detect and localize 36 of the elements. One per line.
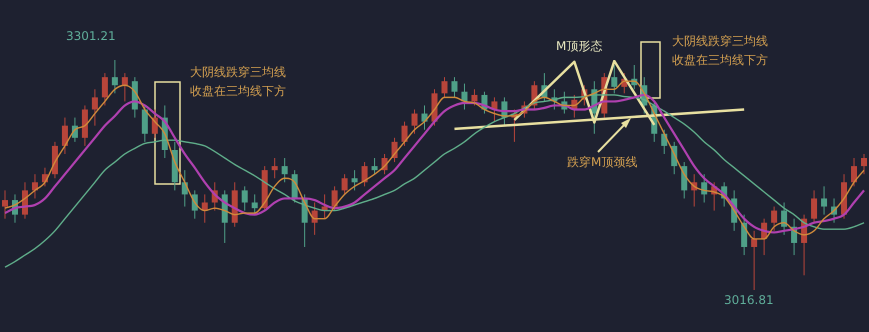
text: M顶形态	[556, 39, 602, 54]
candlestick	[102, 72, 108, 106]
candlestick	[282, 158, 288, 183]
annotation: 跌穿M顶颈线	[567, 155, 638, 170]
candlestick	[451, 76, 458, 98]
annotation: 大阴线跌穿三均线	[190, 65, 286, 80]
candlestick	[122, 72, 128, 102]
candlestick	[362, 162, 368, 187]
candlestick	[2, 190, 8, 220]
candlestick	[252, 194, 258, 216]
candlestick	[861, 153, 868, 175]
candlestick	[441, 76, 448, 98]
text: 3301.21	[66, 29, 116, 44]
candlestick	[332, 186, 338, 212]
candlestick	[611, 64, 618, 94]
candlestick	[352, 170, 358, 191]
candlestick	[471, 88, 478, 106]
candlestick	[372, 158, 378, 175]
candlestick	[821, 186, 828, 216]
candlestick	[342, 174, 348, 195]
candlestick	[242, 186, 248, 212]
candlestick	[62, 117, 68, 154]
candlestick	[781, 202, 788, 236]
candlestick	[112, 60, 118, 94]
candlestick	[272, 158, 278, 179]
candlestick	[771, 206, 778, 232]
candlestick	[402, 121, 408, 146]
candlestick	[751, 230, 758, 290]
text: 大阴线跌穿三均线	[672, 34, 768, 48]
annotation: 收盘在三均线下方	[190, 84, 286, 98]
candlestick	[811, 190, 818, 224]
candlestick	[92, 88, 98, 126]
candlestick	[412, 109, 418, 134]
annotation: 收盘在三均线下方	[672, 53, 768, 68]
candlestick	[851, 158, 858, 187]
text: 3016.81	[724, 293, 774, 308]
